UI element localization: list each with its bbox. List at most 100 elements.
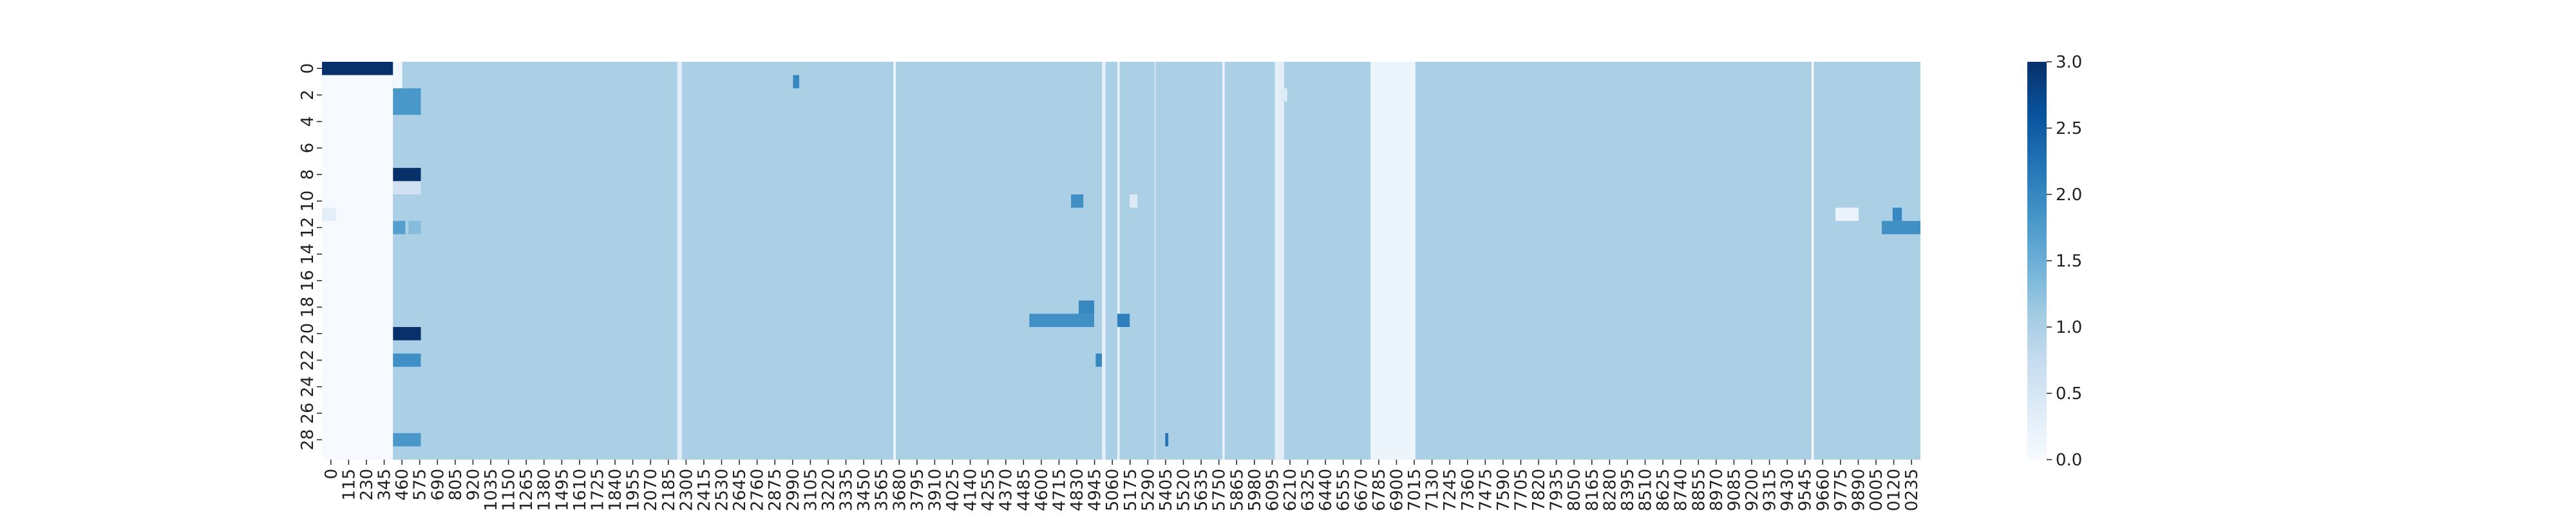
x-tick-label: 8280 [1600,469,1620,511]
x-tick-label: 4140 [961,469,981,511]
x-tick-label: 5520 [1175,469,1194,511]
heatmap-cell [408,221,421,234]
heatmap-cell [393,353,421,367]
x-tick-label: 1265 [517,469,536,511]
heatmap-cell [1130,194,1138,208]
heatmap-band [1117,62,1120,460]
y-tick-label: 14 [298,243,317,265]
colorbar-tick-label: 3.0 [2056,53,2082,72]
x-tick-label: 7475 [1476,469,1495,511]
x-tick-label: 4945 [1086,469,1105,511]
heatmap-cell [393,167,421,182]
x-tick-label: 3795 [908,469,927,511]
x-tick-label: 0005 [1867,469,1886,511]
heatmap-cell [393,221,406,234]
x-tick-label: 5290 [1139,469,1158,511]
heatmap-cell [393,181,421,194]
colorbar-tick-label: 0.0 [2056,451,2082,470]
x-tick-label: 2760 [748,469,768,511]
x-tick-label: 9890 [1849,469,1868,511]
x-tick-label: 690 [428,469,448,501]
y-tick-label: 10 [298,191,317,212]
y-tick-label: 4 [298,116,317,127]
x-tick-label: 0120 [1885,469,1904,511]
heatmap-cell [1079,300,1095,314]
x-tick-label: 5175 [1121,469,1141,511]
x-tick-label: 7360 [1459,469,1478,511]
heatmap-cell [322,207,336,221]
heatmap-band [1370,62,1416,460]
heatmap-cells [322,62,1920,460]
colorbar-tick-label: 1.0 [2056,318,2082,337]
y-tick-label: 22 [298,350,317,371]
x-tick-label: 7590 [1494,469,1513,511]
heatmap-cell [393,433,421,447]
x-tick-label: 6210 [1281,469,1300,511]
x-tick-label: 1150 [500,469,519,511]
colorbar: 0.0 0.5 1.0 1.5 2.0 2.5 3.0 [2027,53,2082,470]
x-tick-label: 5750 [1210,469,1229,511]
x-tick-label: 4370 [997,469,1016,511]
x-tick-label: 2990 [784,469,803,511]
x-tick-label: 3450 [855,469,874,511]
x-tick-label: 8625 [1654,469,1673,511]
heatmap-band [1222,62,1225,460]
heatmap-cell [793,75,800,89]
heatmap-cell [1882,221,1920,234]
colorbar-tick-label: 2.5 [2056,119,2082,138]
x-tick-label: 7935 [1548,469,1567,511]
x-tick-label: 0235 [1902,469,1922,511]
x-tick-label: 2415 [695,469,714,511]
x-tick-label: 1495 [553,469,572,511]
x-tick-label: 115 [339,469,359,501]
heatmap-cell [1029,314,1095,327]
x-tick-label: 4025 [943,469,963,511]
x-tick-label: 6095 [1263,469,1282,511]
x-tick-label: 3680 [890,469,909,511]
x-tick-label: 7705 [1512,469,1531,511]
x-tick-label: 8165 [1583,469,1602,511]
x-tick-label: 0 [322,469,341,480]
x-tick-label: 3565 [873,469,892,511]
x-tick-label: 1725 [588,469,607,511]
x-tick-label: 8050 [1565,469,1584,511]
y-tick-label: 16 [298,270,317,291]
x-tick-label: 8855 [1689,469,1709,511]
heatmap-band [677,62,682,460]
x-tick-label: 2875 [766,469,785,511]
x-tick-label: 3220 [819,469,838,511]
heatmap-cell [1835,207,1859,221]
heatmap-cell [393,62,402,75]
y-tick-label: 26 [298,402,317,424]
x-tick-label: 6325 [1299,469,1318,511]
x-tick-label: 6440 [1316,469,1336,511]
heatmap-base [322,62,1920,460]
x-tick-label: 2530 [713,469,732,511]
heatmap-cell [1892,207,1902,221]
x-tick-label: 345 [375,469,395,501]
heatmap-band [1102,62,1106,460]
heatmap-cell [1095,353,1103,367]
y-tick-label: 20 [298,323,317,344]
x-tick-label: 5980 [1245,469,1265,511]
x-tick-label: 6785 [1370,469,1389,511]
heatmap-band [1811,62,1814,460]
x-tick-label: 1955 [624,469,643,511]
colorbar-tick-label: 1.5 [2056,252,2082,271]
y-tick-label: 6 [298,143,317,154]
x-tick-label: 1610 [571,469,590,511]
y-tick-label: 28 [298,429,317,451]
x-tick-label: 6900 [1387,469,1406,511]
x-tick-label: 7245 [1441,469,1460,511]
x-tick-label: 8395 [1618,469,1638,511]
heatmap-band [393,62,402,460]
x-tick-label: 805 [446,469,466,501]
x-tick-label: 7820 [1530,469,1549,511]
heatmap-cell [393,327,421,341]
x-axis: 0115230345460575690805920103511501265138… [322,460,1922,511]
x-tick-label: 5060 [1103,469,1122,511]
x-tick-label: 5405 [1157,469,1176,511]
x-tick-label: 3105 [801,469,820,511]
